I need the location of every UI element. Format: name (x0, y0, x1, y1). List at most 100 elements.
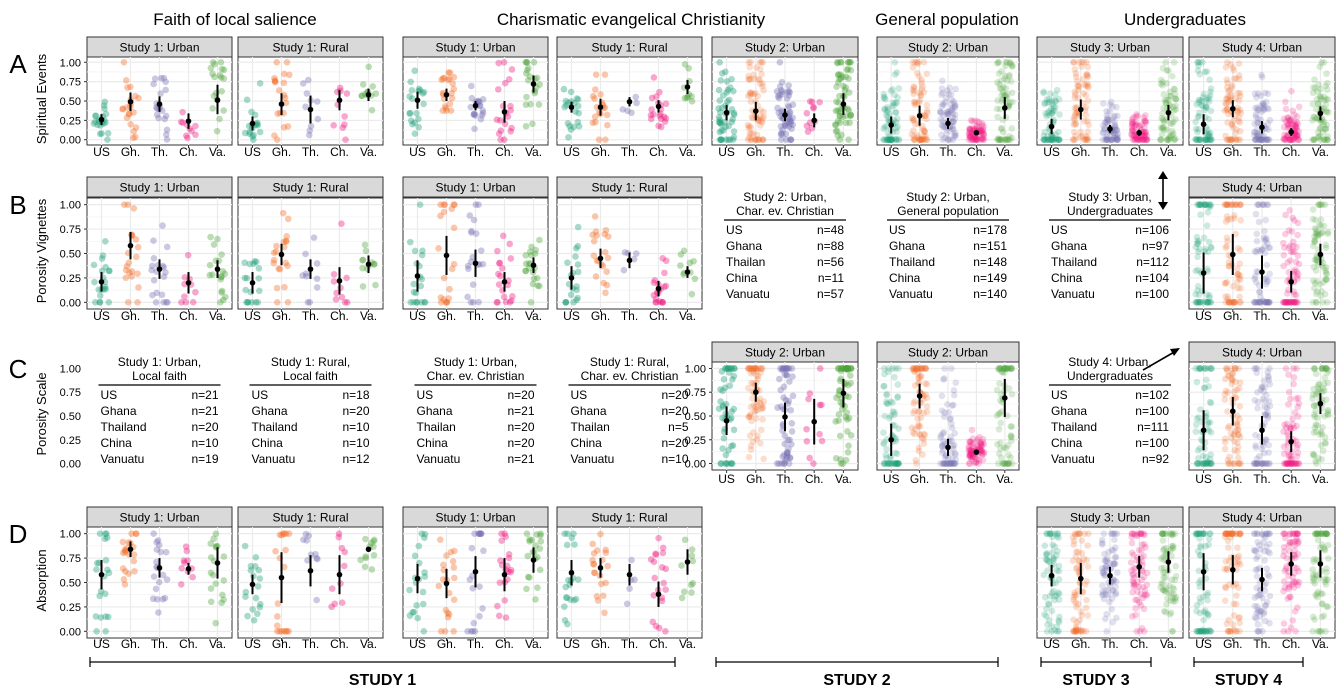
data-point (885, 136, 893, 144)
data-point (1157, 136, 1164, 144)
data-point (887, 87, 895, 95)
data-point (887, 136, 894, 144)
data-point (757, 107, 764, 114)
mean-point (626, 571, 633, 578)
data-point (126, 110, 133, 118)
data-point (751, 136, 759, 144)
data-point (1294, 219, 1302, 227)
data-point (999, 89, 1007, 96)
data-point (973, 136, 980, 144)
data-point (888, 136, 895, 144)
data-point (1197, 211, 1204, 218)
data-point (976, 439, 984, 446)
data-point (406, 238, 414, 246)
data-point (1260, 298, 1268, 305)
data-point (1197, 136, 1205, 144)
data-point (158, 107, 166, 114)
data-point (1228, 201, 1235, 208)
data-point (1195, 109, 1203, 117)
x-tick-label: Gh. (272, 145, 291, 159)
mean-point (185, 280, 192, 286)
data-point (276, 265, 284, 273)
data-point (715, 119, 723, 126)
x-tick-label: Va. (835, 472, 852, 486)
data-point (1264, 240, 1271, 247)
data-point (92, 299, 99, 306)
data-point (940, 123, 948, 131)
data-point (653, 93, 660, 100)
data-point (1323, 299, 1331, 306)
panel-strip-title: Study 1: Urban (119, 511, 199, 525)
data-point (1316, 221, 1323, 228)
data-point (1294, 403, 1302, 411)
data-point (1159, 81, 1166, 89)
data-point (918, 136, 926, 144)
data-point (1069, 136, 1077, 144)
data-point (1082, 103, 1090, 111)
data-point (1172, 116, 1179, 123)
panel-strip-title: Study 1: Urban (119, 41, 199, 55)
data-point (370, 260, 378, 268)
data-point (304, 299, 312, 306)
data-point (971, 117, 979, 125)
data-point (1265, 136, 1273, 144)
x-tick-label: Ch. (179, 637, 198, 651)
data-point (1128, 567, 1135, 574)
data-point (562, 97, 570, 105)
data-point (188, 127, 195, 135)
panel-strip-title: Study 1: Rural (591, 41, 667, 55)
data-point (1194, 530, 1202, 537)
x-tick-label: Ch. (1282, 472, 1301, 486)
data-point (1113, 136, 1120, 144)
data-point (1258, 136, 1266, 144)
data-point (184, 134, 191, 142)
data-point (135, 284, 142, 291)
data-point (910, 136, 918, 144)
data-point (777, 136, 785, 144)
data-point (1258, 73, 1266, 81)
data-point (563, 101, 570, 109)
data-point (1105, 117, 1113, 124)
data-point (1203, 376, 1210, 384)
data-point (747, 124, 755, 131)
data-point (787, 136, 795, 144)
data-point (1315, 201, 1322, 208)
data-point (1235, 117, 1242, 125)
data-point (1286, 136, 1294, 144)
data-point (338, 599, 346, 607)
data-point (1230, 117, 1237, 124)
mean-point (684, 84, 691, 90)
data-point (720, 127, 727, 134)
data-point (1111, 112, 1119, 120)
data-point (132, 133, 139, 141)
data-point (779, 126, 786, 134)
data-point (744, 121, 752, 129)
data-point (717, 460, 725, 467)
data-point (413, 299, 421, 306)
data-point (1223, 234, 1231, 241)
data-point (730, 365, 738, 372)
data-point (162, 269, 169, 276)
data-point (1285, 388, 1293, 396)
mean-point (840, 390, 847, 396)
data-point (476, 612, 483, 620)
data-point (572, 253, 579, 260)
data-point (1251, 299, 1258, 306)
data-point (1006, 136, 1014, 144)
data-point (1316, 93, 1324, 100)
data-point (1142, 112, 1149, 119)
data-point (1321, 434, 1329, 441)
data-point (370, 551, 378, 559)
data-point (1169, 130, 1177, 137)
data-point (574, 294, 581, 302)
data-point (978, 450, 986, 457)
data-point (589, 540, 597, 548)
data-point (1291, 299, 1298, 306)
data-point (1051, 134, 1058, 142)
data-point (1141, 130, 1149, 138)
data-point (119, 105, 127, 113)
data-point (242, 286, 249, 294)
data-point (1227, 628, 1235, 635)
data-point (1103, 133, 1110, 140)
